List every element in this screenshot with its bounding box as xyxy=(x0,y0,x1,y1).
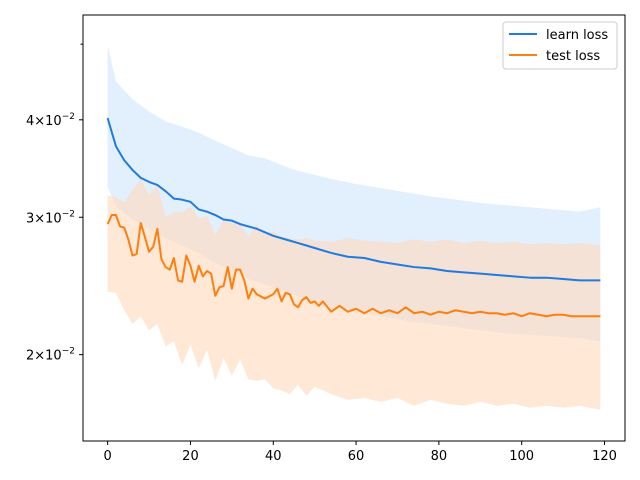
legend: learn loss test loss xyxy=(502,21,618,70)
x-tick-label: 0 xyxy=(103,449,111,464)
x-tick-label: 60 xyxy=(348,449,365,464)
legend-label-learn-loss: learn loss xyxy=(546,28,608,43)
test-loss-line xyxy=(106,214,601,318)
x-axis: 0 20 40 60 80 100 120 xyxy=(103,441,617,464)
x-tick-label: 100 xyxy=(509,449,534,464)
learn-loss-line xyxy=(106,117,601,282)
test-loss-band xyxy=(107,178,601,410)
x-tick-label: 120 xyxy=(592,449,617,464)
y-tick-exponent: −2 xyxy=(62,347,75,357)
x-tick-label: 20 xyxy=(182,449,199,464)
axes-frame xyxy=(82,14,626,442)
y-tick-exponent: −2 xyxy=(62,209,75,219)
x-tick-label: 80 xyxy=(431,449,448,464)
series-lines xyxy=(106,117,601,318)
legend-label-test-loss: test loss xyxy=(546,49,600,64)
confidence-bands xyxy=(107,45,601,410)
y-tick-exponent: −2 xyxy=(62,112,75,122)
x-tick-label: 40 xyxy=(265,449,282,464)
